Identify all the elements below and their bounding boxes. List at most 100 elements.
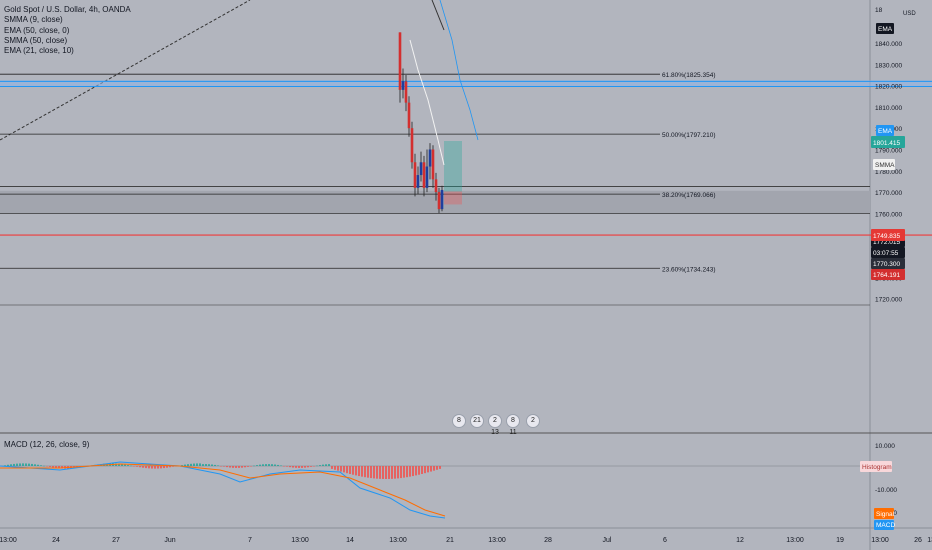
signal-badge: Signal: [876, 511, 895, 518]
time-tick-label: Jun: [164, 537, 175, 544]
event-flag-icon[interactable]: 2: [526, 414, 540, 428]
macd-line: [0, 461, 446, 519]
time-tick-label: 13:00: [0, 537, 17, 544]
macd-histogram-bar: [169, 466, 171, 468]
event-flag-icon[interactable]: 21: [470, 414, 484, 428]
macd-histogram-bar: [385, 466, 387, 479]
candle-body: [422, 162, 426, 188]
indicator-ema-21[interactable]: EMA (21, close, 10): [4, 46, 74, 56]
macd-histogram-bar: [37, 464, 39, 466]
macd-histogram-bar: [319, 465, 321, 466]
macd-histogram-bar: [421, 466, 423, 474]
time-tick-label: 26: [914, 537, 922, 544]
macd-histogram-bar: [40, 465, 42, 466]
macd-histogram-bar: [223, 466, 225, 467]
red-line-price-badge: 1749.835: [873, 233, 900, 240]
ema-price-badge: 1801.415: [873, 140, 900, 147]
time-tick-label: 13:0: [927, 537, 932, 544]
price-tick-label: 1720.000: [875, 297, 902, 304]
smma-line: [409, 39, 445, 166]
macd-histogram-bar: [427, 466, 429, 473]
macd-histogram-bar: [424, 466, 426, 474]
position-stop-box: [444, 191, 462, 205]
macd-histogram-bar: [121, 464, 123, 466]
event-flag-icon[interactable]: 8 11: [506, 414, 520, 436]
macd-histogram-bar: [256, 465, 258, 466]
macd-tick-label: 10.000: [875, 443, 895, 450]
macd-histogram-bar: [226, 466, 228, 468]
macd-histogram-bar: [301, 466, 303, 468]
fib-label: 38.20%(1769.066): [662, 192, 716, 199]
macd-histogram-bar: [4, 465, 6, 466]
time-tick-label: 7: [248, 537, 252, 544]
macd-histogram-bar: [52, 466, 54, 468]
macd-histogram-bar: [160, 466, 162, 469]
time-tick-label: 24: [52, 537, 60, 544]
symbol-title[interactable]: Gold Spot / U.S. Dollar, 4h, OANDA: [4, 5, 131, 14]
macd-histogram-bar: [244, 466, 246, 468]
macd-histogram-bar: [289, 466, 291, 468]
macd-histogram-bar: [373, 466, 375, 479]
macd-histogram-bar: [283, 466, 285, 467]
indicator-smma-50[interactable]: SMMA (50, close): [4, 35, 68, 45]
macd-histogram-bar: [184, 464, 186, 466]
price-tick-label: 1820.000: [875, 84, 902, 91]
macd-histogram-bar: [262, 464, 264, 466]
macd-histogram-bar: [382, 466, 384, 479]
smma-badge-bg: [873, 159, 895, 170]
macd-histogram-bar: [277, 464, 279, 466]
event-flag-icon[interactable]: 8: [452, 414, 466, 428]
ema-badge-bg: [876, 125, 894, 136]
macd-histogram-bar: [202, 464, 204, 466]
macd-histogram-bar: [307, 466, 309, 468]
macd-histogram-bar: [43, 465, 45, 467]
macd-histogram-bar: [181, 465, 183, 466]
macd-histogram-bar: [136, 466, 138, 467]
fib-label: 61.80%(1825.354): [662, 72, 716, 79]
macd-histogram-bar: [370, 466, 372, 479]
fib-label: 23.60%(1734.243): [662, 266, 716, 273]
macd-histogram-bar: [172, 466, 174, 467]
support-zone: [0, 190, 870, 214]
macd-badge-bg: [874, 520, 894, 530]
macd-histogram-bar: [190, 463, 192, 466]
time-tick-label: 28: [544, 537, 552, 544]
macd-histogram-bar: [22, 463, 24, 466]
candle-body: [425, 166, 429, 188]
candle-body: [437, 192, 441, 210]
macd-histogram-bar: [28, 463, 30, 466]
macd-histogram-bar: [34, 464, 36, 466]
time-tick-label: 19: [836, 537, 844, 544]
macd-histogram-bar: [274, 464, 276, 466]
indicator-smma-9[interactable]: SMMA (9, close): [4, 15, 63, 25]
candle-body: [398, 32, 402, 90]
macd-histogram-bar: [310, 466, 312, 467]
time-tick-label: 13:00: [488, 537, 506, 544]
indicator-ema-50[interactable]: EMA (50, close, 0): [4, 25, 70, 35]
macd-histogram-bar: [19, 463, 21, 466]
price-tick-label: 1830.000: [875, 62, 902, 69]
macd-histogram-bar: [391, 466, 393, 479]
time-tick-label: 13:00: [786, 537, 804, 544]
macd-histogram-bar: [403, 466, 405, 478]
macd-legend[interactable]: MACD (12, 26, close, 9): [4, 440, 90, 449]
macd-histogram-bar: [157, 466, 159, 469]
event-flag-icon[interactable]: 2 13: [488, 414, 502, 436]
price-badge: 1764.191: [873, 272, 900, 279]
macd-histogram-bar: [55, 466, 57, 468]
price-tick-label: 1760.000: [875, 211, 902, 218]
macd-histogram-bar: [193, 463, 195, 466]
macd-histogram-bar: [127, 465, 129, 466]
macd-histogram-bar: [313, 466, 315, 467]
macd-badge: MACD: [876, 522, 895, 529]
macd-histogram-bar: [115, 463, 117, 466]
last-price-badge: 1772.015: [873, 239, 900, 246]
time-tick-label: 13:00: [389, 537, 407, 544]
macd-histogram-bar: [196, 463, 198, 466]
macd-histogram-bar: [322, 464, 324, 466]
macd-histogram-bar: [352, 466, 354, 475]
ema-line: [439, 0, 479, 141]
macd-histogram-bar: [16, 463, 18, 466]
macd-histogram-bar: [376, 466, 378, 479]
